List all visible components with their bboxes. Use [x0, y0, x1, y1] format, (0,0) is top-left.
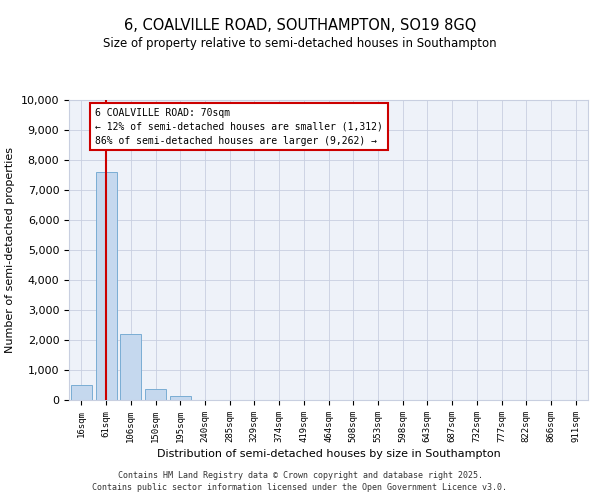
Bar [145, 389, 166, 400]
Text: 6, COALVILLE ROAD, SOUTHAMPTON, SO19 8GQ: 6, COALVILLE ROAD, SOUTHAMPTON, SO19 8GQ [124, 18, 476, 32]
Bar [95, 172, 116, 400]
Y-axis label: Number of semi-detached properties: Number of semi-detached properties [5, 147, 15, 353]
Bar [120, 334, 141, 400]
X-axis label: Distribution of semi-detached houses by size in Southampton: Distribution of semi-detached houses by … [157, 449, 500, 459]
Bar [71, 385, 92, 400]
Text: Contains HM Land Registry data © Crown copyright and database right 2025.
Contai: Contains HM Land Registry data © Crown c… [92, 471, 508, 492]
Text: 6 COALVILLE ROAD: 70sqm
← 12% of semi-detached houses are smaller (1,312)
86% of: 6 COALVILLE ROAD: 70sqm ← 12% of semi-de… [95, 108, 383, 146]
Text: Size of property relative to semi-detached houses in Southampton: Size of property relative to semi-detach… [103, 38, 497, 51]
Bar [170, 396, 191, 400]
